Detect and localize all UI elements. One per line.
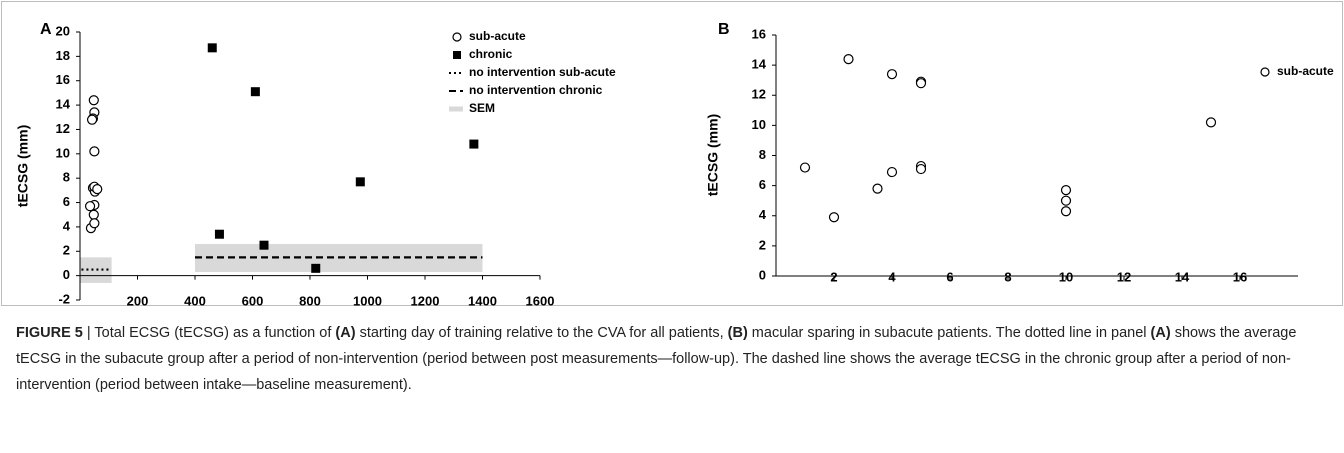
point <box>88 209 99 220</box>
caption-label: FIGURE 5 <box>16 325 83 341</box>
caption-text: macular sparing in subacute patients. Th… <box>747 325 1151 341</box>
y-tick-label: 16 <box>752 26 766 41</box>
y-axis-title: tECSG (mm) <box>15 125 31 207</box>
y-tick-label: 6 <box>759 177 766 192</box>
caption-text: shows the average tECSG in the subacute … <box>16 325 1297 393</box>
caption-ref: (B) <box>727 325 748 341</box>
y-tick-label: 8 <box>63 170 70 185</box>
point <box>915 78 927 89</box>
point <box>84 201 96 212</box>
point <box>311 263 321 273</box>
point <box>250 87 260 97</box>
panel-label: B <box>718 21 730 38</box>
x-tick-label: 400 <box>184 293 206 308</box>
figure-frame <box>1 1 1343 306</box>
point <box>86 114 98 125</box>
point <box>259 240 269 250</box>
point <box>214 229 224 239</box>
point <box>1205 117 1217 128</box>
legend-marker <box>1260 67 1270 77</box>
x-tick-label: 1200 <box>411 293 440 308</box>
panel-label: A <box>40 21 52 38</box>
point <box>828 212 840 223</box>
y-tick-label: 4 <box>63 218 71 233</box>
y-tick-label: 6 <box>63 194 70 209</box>
point <box>88 95 99 106</box>
legend-label: no intervention chronic <box>469 83 603 97</box>
point <box>89 146 100 157</box>
x-tick-label: 12 <box>1117 269 1131 284</box>
y-axis-title: tECSG (mm) <box>705 114 721 196</box>
legend-label: no intervention sub-acute <box>469 65 616 79</box>
point <box>1060 206 1072 217</box>
y-tick-label: 0 <box>63 267 70 282</box>
legend-marker <box>452 32 462 42</box>
legend-label: sub-acute <box>1277 64 1334 78</box>
sem-band <box>80 257 112 283</box>
x-tick-label: 600 <box>242 293 264 308</box>
point <box>843 53 854 65</box>
x-tick-label: 6 <box>946 269 953 284</box>
y-tick-label: 0 <box>759 267 766 282</box>
caption-ref: (A) <box>335 325 356 341</box>
x-tick-label: 200 <box>127 293 149 308</box>
y-tick-label: 14 <box>752 57 767 72</box>
point <box>872 183 883 194</box>
point <box>915 163 927 175</box>
legend-label: SEM <box>469 101 495 115</box>
y-tick-label: 2 <box>759 237 766 252</box>
legend-label: chronic <box>469 47 513 61</box>
y-tick-label: 10 <box>752 117 766 132</box>
y-tick-label: 12 <box>752 87 766 102</box>
x-tick-label: 1600 <box>526 293 555 308</box>
x-tick-label: 10 <box>1059 269 1073 284</box>
point <box>1060 195 1072 206</box>
x-tick-label: 14 <box>1175 269 1190 284</box>
y-tick-label: 18 <box>56 48 70 63</box>
y-tick-label: -2 <box>58 291 70 306</box>
caption-text: | Total ECSG (tECSG) as a function of <box>82 325 336 341</box>
point <box>886 69 898 80</box>
point <box>355 177 365 187</box>
y-tick-label: 20 <box>56 23 70 38</box>
x-tick-label: 1400 <box>468 293 497 308</box>
x-tick-label: 800 <box>299 293 321 308</box>
x-tick-label: 16 <box>1233 269 1247 284</box>
y-tick-label: 10 <box>56 145 70 160</box>
x-tick-label: 1000 <box>353 293 382 308</box>
x-tick-label: 8 <box>1004 269 1011 284</box>
y-tick-label: 2 <box>63 243 70 258</box>
x-tick-label: 4 <box>888 269 896 284</box>
y-tick-label: 4 <box>759 207 767 222</box>
point <box>207 43 217 53</box>
point <box>886 166 898 178</box>
point <box>799 162 811 173</box>
legend-label: sub-acute <box>469 29 526 43</box>
point <box>1060 185 1072 196</box>
y-tick-label: 16 <box>56 72 70 87</box>
caption-ref: (A) <box>1150 325 1171 341</box>
y-tick-label: 8 <box>759 147 766 162</box>
point <box>469 139 479 149</box>
caption-text: starting day of training relative to the… <box>355 325 728 341</box>
point <box>92 184 103 195</box>
point <box>89 218 100 229</box>
legend-marker <box>453 51 461 59</box>
caption: FIGURE 5 | Total ECSG (tECSG) as a funct… <box>16 320 1328 398</box>
y-tick-label: 12 <box>56 121 70 136</box>
y-tick-label: 14 <box>56 97 71 112</box>
x-tick-label: 2 <box>830 269 837 284</box>
